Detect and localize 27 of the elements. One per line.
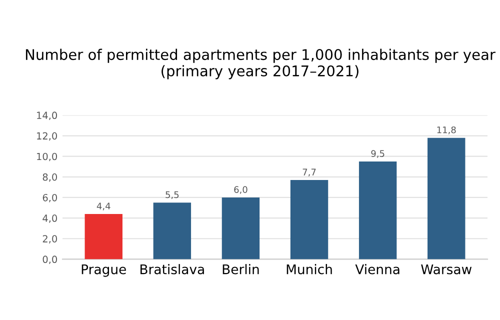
y-tick-label: 10,0	[37, 152, 57, 162]
bar	[153, 202, 192, 260]
data-label: 11,8	[437, 126, 456, 134]
data-label: 9,5	[371, 150, 384, 158]
x-tick-label: Berlin	[222, 264, 259, 274]
bar	[428, 138, 466, 260]
bar	[358, 161, 397, 260]
bar	[290, 180, 328, 260]
x-tick-label: Bratislava	[140, 264, 204, 274]
y-tick-label: 6,0	[42, 194, 57, 202]
y-tick-label: 4,0	[42, 214, 57, 223]
y-tick-label: 8,0	[42, 173, 57, 182]
chart-title: Number of permitted apartments per 1,000 inhabitants per year (primary years 2017–2021)	[26, 48, 496, 80]
x-tick-label: Munich	[286, 264, 332, 274]
y-tick-label: 12,0	[37, 132, 57, 141]
x-tick-label: Warsaw	[421, 264, 472, 274]
bar	[84, 214, 122, 260]
x-tick-label: Vienna	[355, 264, 400, 274]
x-tick-label: Prague	[82, 264, 126, 277]
data-label: 6,0	[234, 186, 248, 194]
data-label: 7,7	[302, 168, 316, 176]
y-tick-label: 2,0	[42, 235, 57, 244]
data-label: 5,5	[166, 191, 179, 200]
y-tick-label: 14,0	[37, 112, 57, 120]
y-tick-label: 0,0	[42, 256, 57, 264]
data-label: 4,4	[96, 202, 110, 210]
bar	[222, 197, 260, 260]
